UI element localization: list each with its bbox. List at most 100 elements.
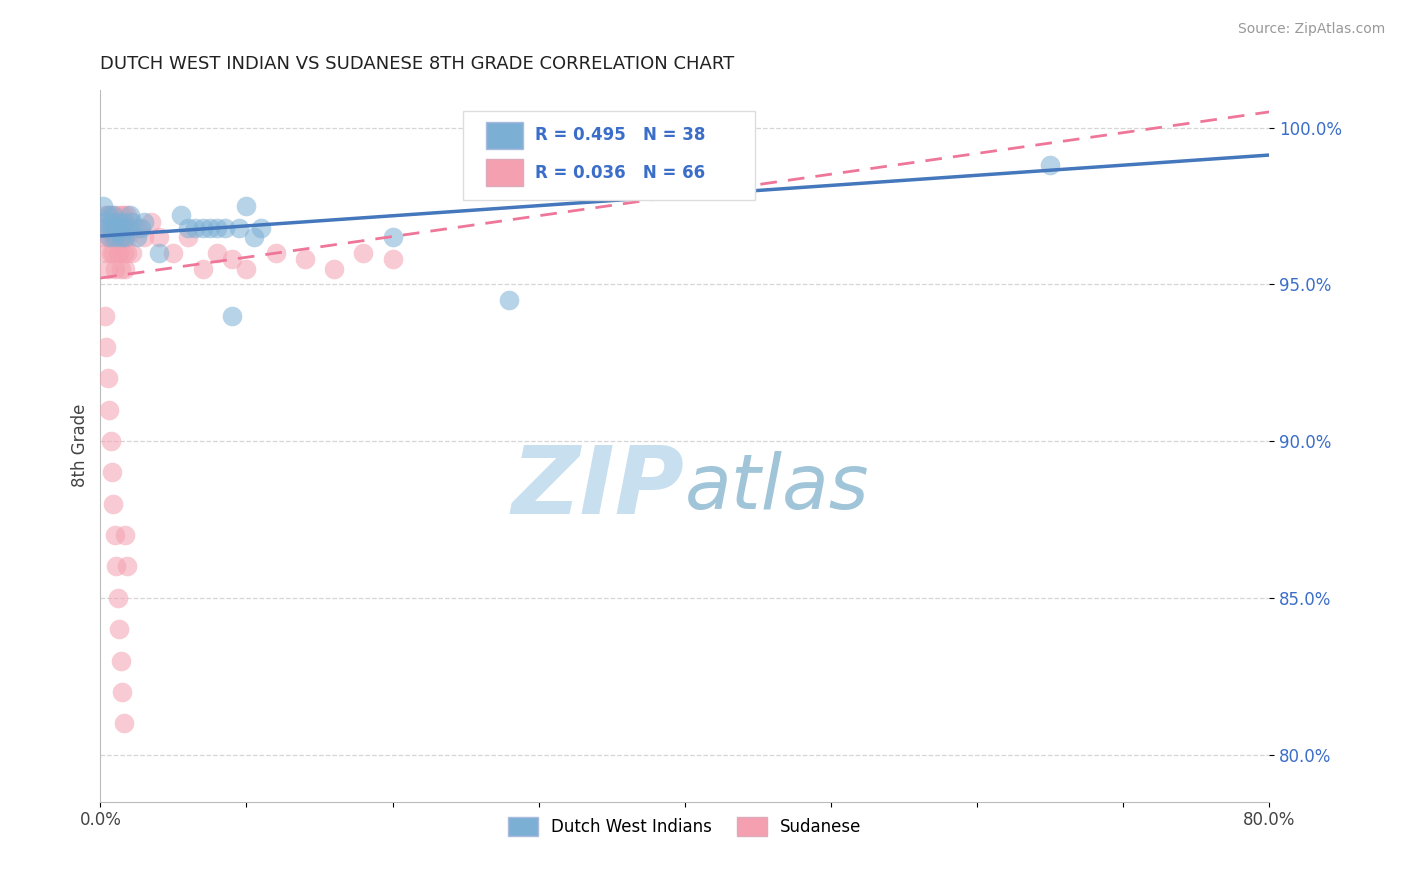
Point — [97, 261, 120, 276]
Point — [221, 309, 243, 323]
Point — [91, 199, 114, 213]
Point — [198, 220, 221, 235]
Point — [96, 340, 118, 354]
Point — [121, 214, 143, 228]
Point — [110, 208, 132, 222]
Point — [96, 220, 118, 235]
Point — [184, 220, 207, 235]
Point — [98, 208, 121, 222]
Text: R = 0.495   N = 38: R = 0.495 N = 38 — [536, 127, 706, 145]
Point — [112, 716, 135, 731]
Point — [114, 230, 136, 244]
Point — [98, 230, 121, 244]
Point — [114, 528, 136, 542]
Point — [93, 214, 115, 228]
Point — [105, 230, 128, 244]
Point — [129, 220, 152, 235]
Point — [235, 199, 257, 213]
Point — [104, 261, 127, 276]
Point — [221, 252, 243, 267]
Point — [115, 220, 138, 235]
Point — [352, 246, 374, 260]
Point — [112, 246, 135, 260]
Point — [214, 220, 236, 235]
Point — [100, 434, 122, 448]
Text: DUTCH WEST INDIAN VS SUDANESE 8TH GRADE CORRELATION CHART: DUTCH WEST INDIAN VS SUDANESE 8TH GRADE … — [100, 55, 734, 73]
Point — [118, 220, 141, 235]
Point — [235, 261, 257, 276]
Point — [98, 402, 121, 417]
Point — [118, 208, 141, 222]
Point — [90, 230, 112, 244]
Point — [103, 246, 125, 260]
Point — [103, 230, 125, 244]
Point — [104, 220, 127, 235]
Point — [191, 261, 214, 276]
Point — [103, 208, 125, 222]
Point — [100, 220, 122, 235]
Point — [205, 246, 228, 260]
Point — [111, 230, 134, 244]
Point — [93, 309, 115, 323]
Point — [498, 293, 520, 307]
Point — [108, 622, 131, 636]
Point — [105, 208, 128, 222]
Point — [294, 252, 316, 267]
Point — [115, 559, 138, 574]
Point — [191, 220, 214, 235]
Point — [105, 559, 128, 574]
Point — [101, 208, 124, 222]
Text: R = 0.036   N = 66: R = 0.036 N = 66 — [536, 163, 706, 182]
Point — [205, 220, 228, 235]
Point — [104, 528, 127, 542]
Point — [100, 246, 122, 260]
Point — [170, 208, 193, 222]
Point — [108, 246, 131, 260]
Point — [112, 208, 135, 222]
Point — [101, 214, 124, 228]
Point — [121, 246, 143, 260]
Point — [115, 208, 138, 222]
Point — [97, 208, 120, 222]
Point — [162, 246, 184, 260]
Point — [107, 246, 129, 260]
Point — [108, 224, 131, 238]
Point — [381, 252, 404, 267]
Point — [323, 261, 346, 276]
Point — [114, 261, 136, 276]
Point — [112, 214, 135, 228]
Point — [228, 220, 250, 235]
Point — [100, 220, 122, 235]
Point — [250, 220, 273, 235]
Point — [101, 466, 124, 480]
Point — [96, 246, 118, 260]
Point — [1039, 158, 1062, 172]
Text: Source: ZipAtlas.com: Source: ZipAtlas.com — [1237, 22, 1385, 37]
Point — [177, 230, 200, 244]
Point — [117, 230, 139, 244]
Point — [264, 246, 287, 260]
Point — [125, 230, 148, 244]
Point — [134, 214, 156, 228]
FancyBboxPatch shape — [463, 112, 755, 201]
Point — [381, 230, 404, 244]
Text: ZIP: ZIP — [512, 442, 685, 534]
Point — [97, 220, 120, 235]
Point — [115, 246, 138, 260]
Point — [111, 685, 134, 699]
Point — [177, 220, 200, 235]
Point — [98, 230, 121, 244]
FancyBboxPatch shape — [486, 159, 523, 186]
FancyBboxPatch shape — [486, 121, 523, 149]
Point — [107, 591, 129, 605]
Point — [104, 230, 127, 244]
Point — [114, 230, 136, 244]
Point — [103, 497, 125, 511]
Legend: Dutch West Indians, Sudanese: Dutch West Indians, Sudanese — [501, 811, 869, 843]
Point — [97, 371, 120, 385]
Point — [148, 246, 170, 260]
Point — [110, 261, 132, 276]
Point — [110, 653, 132, 667]
Point — [111, 220, 134, 235]
Point — [125, 220, 148, 235]
